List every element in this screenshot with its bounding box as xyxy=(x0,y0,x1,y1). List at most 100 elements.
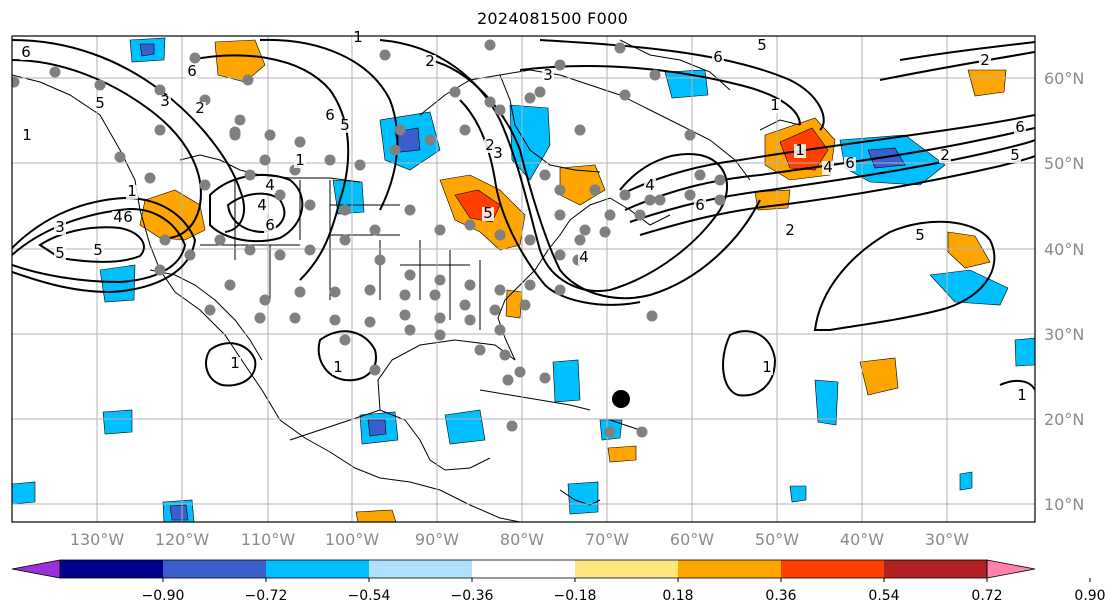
station-dot xyxy=(634,209,646,221)
contour-label-background xyxy=(92,244,104,258)
negative-anomaly-patch xyxy=(1014,337,1035,367)
negative-anomaly-patch xyxy=(99,264,136,303)
lon-label: 50°W xyxy=(755,530,799,549)
contour-label: 1 xyxy=(127,182,137,200)
contour-label-background xyxy=(264,219,276,233)
station-dot xyxy=(494,324,506,336)
colorbar-segment xyxy=(781,560,885,578)
station-dot xyxy=(199,179,211,191)
colorbar-tick-label: 0.36 xyxy=(765,588,796,604)
contour-label-background xyxy=(761,361,773,375)
contour-label-background xyxy=(256,199,268,213)
station-dot xyxy=(404,204,416,216)
station-dot xyxy=(229,126,241,138)
negative-anomaly-patch xyxy=(814,379,839,426)
station-dot xyxy=(154,264,166,276)
strong-negative-anomaly-patch xyxy=(139,43,155,57)
lat-label: 50°N xyxy=(1044,154,1084,173)
contour-label-background xyxy=(492,147,504,161)
positive-anomaly-patch xyxy=(967,69,1007,97)
station-dot xyxy=(646,310,658,322)
contour-label: 1 xyxy=(295,151,305,169)
contour-label-background xyxy=(229,357,241,371)
station-dot xyxy=(494,104,506,116)
map-area xyxy=(12,36,1035,522)
contour-label: 1 xyxy=(795,141,805,159)
colorbar-segment xyxy=(884,560,988,578)
contour-label-background xyxy=(264,179,276,193)
station-dot xyxy=(399,309,411,321)
contour-label-background xyxy=(294,154,306,168)
station-dot xyxy=(524,92,536,104)
contour-label: 3 xyxy=(160,92,170,110)
station-dot xyxy=(714,194,726,206)
station-dot xyxy=(484,96,496,108)
station-dot xyxy=(579,224,591,236)
negative-anomaly-patch xyxy=(789,485,807,503)
station-dot xyxy=(554,284,566,296)
station-dot xyxy=(489,304,501,316)
contour-label: 2 xyxy=(485,136,495,154)
contour-label-background xyxy=(122,211,134,225)
station-dot xyxy=(259,294,271,306)
contour-label: 5 xyxy=(483,204,493,222)
contour-label: 6 xyxy=(845,154,855,172)
station-dot xyxy=(539,169,551,181)
colorbar-min-extend xyxy=(11,559,61,579)
contour-label-background xyxy=(644,179,656,193)
colorbar-tick-label: −0.72 xyxy=(245,588,288,604)
station-dot xyxy=(94,79,106,91)
station-dot xyxy=(589,184,601,196)
contour-label-background xyxy=(794,144,806,158)
contour-label-background xyxy=(844,157,856,171)
station-dot xyxy=(264,129,276,141)
contour-label: 4 xyxy=(645,176,655,194)
contour-label: 1 xyxy=(230,354,240,372)
colorbar-outline xyxy=(59,559,988,579)
station-dot xyxy=(234,114,246,126)
contour-label: 6 xyxy=(325,106,335,124)
contour-label: 6 xyxy=(123,208,133,226)
contour-label-background xyxy=(784,224,796,238)
contour-label-background xyxy=(756,39,768,53)
contour-label: 1 xyxy=(333,358,343,376)
positive-anomaly-patch xyxy=(859,357,899,396)
station-dot xyxy=(484,39,496,51)
contour-label-background xyxy=(712,51,724,65)
lon-label: 30°W xyxy=(925,530,969,549)
station-dot xyxy=(364,284,376,296)
lon-label: 60°W xyxy=(670,530,714,549)
storm-center-marker xyxy=(612,390,630,408)
station-dot xyxy=(399,289,411,301)
station-dot xyxy=(329,286,341,298)
contour-label-background xyxy=(1016,389,1028,403)
contour-label-background xyxy=(94,97,106,111)
lat-label: 60°N xyxy=(1044,69,1084,88)
station-dot xyxy=(654,194,666,206)
station-dot xyxy=(304,244,316,256)
station-dot xyxy=(329,314,341,326)
station-dot xyxy=(204,304,216,316)
station-dot xyxy=(364,316,376,328)
station-dot xyxy=(289,312,301,324)
station-dot xyxy=(554,59,566,71)
contour-lines xyxy=(12,38,1035,397)
station-dot xyxy=(574,124,586,136)
contour-label: 5 xyxy=(95,94,105,112)
negative-anomaly-patch xyxy=(444,409,486,445)
colorbar: −0.90 −0.72 −0.54 −0.36 −0.18 0.18 0.36 0.54 0.7… xyxy=(11,559,1105,604)
station-dot xyxy=(554,249,566,261)
station-dot xyxy=(189,52,201,64)
station-dot xyxy=(684,189,696,201)
colorbar-tick-label: 0.72 xyxy=(971,588,1002,604)
contour-label: 4 xyxy=(257,196,267,214)
contour-label-background xyxy=(542,69,554,83)
station-dot xyxy=(324,154,336,166)
station-dot xyxy=(294,136,306,148)
station-dot xyxy=(619,189,631,201)
strong-negative-anomaly-patch xyxy=(367,419,387,437)
negative-anomaly-patch xyxy=(12,481,36,505)
station-dot xyxy=(619,89,631,101)
station-dot xyxy=(304,199,316,211)
station-dot xyxy=(464,219,476,231)
